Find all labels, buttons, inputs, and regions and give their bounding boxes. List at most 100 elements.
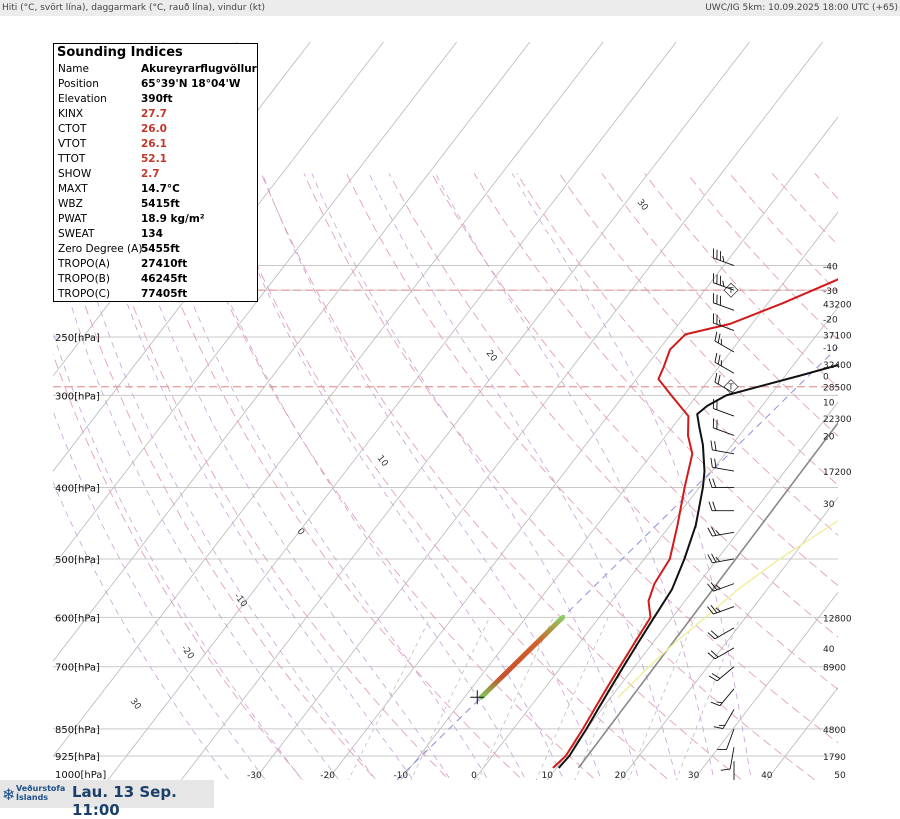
right-scale-label: 32400 [823,361,852,371]
right-scale-label: 8900 [823,664,846,674]
index-row: TROPO(B) 46245ft [54,272,257,287]
right-scale-label: -10 [823,344,838,354]
wind-barb-flag [709,676,717,681]
index-value: 26.1 [141,137,167,152]
right-scale-label: -20 [823,316,838,326]
dry-adiabat [219,173,689,780]
snowflake-icon: ❄ [2,785,15,804]
wind-barb-flag [709,479,712,488]
index-value: 52.1 [141,152,167,167]
temperature-tick-label: 50 [834,771,846,780]
index-row: Zero Degree (A)5455ft [54,242,257,257]
index-value: 390ft [141,92,173,107]
wind-barb-flag [712,674,720,679]
temperature-tick-label: -20 [320,771,335,780]
right-scale-label: 17200 [823,468,852,478]
index-row: SHOW 2.7 [54,167,257,182]
wind-barb [713,418,734,435]
index-value: Akureyrarflugvöllur [141,62,257,77]
wind-barb [708,554,734,563]
wind-barb-flag [715,332,717,341]
wind-barb-flag [723,256,724,262]
index-value: 27.7 [141,107,167,122]
index-key: SHOW [58,167,91,182]
temperature-tick-label: -30 [247,771,262,780]
wind-barb-flag [711,441,712,450]
isotherm-label: -10 [232,592,249,610]
right-scale-label: 40 [823,645,835,655]
index-key: PWAT [58,212,87,227]
right-scale-label: 12800 [823,614,852,624]
index-key: CTOT [58,122,86,137]
wind-barb-flag [716,530,720,534]
right-scale-label: 22300 [823,415,852,425]
chart-lines: TT [53,266,900,781]
index-value: 27410ft [141,257,187,272]
pressure-tick-label: 250[hPa] [55,333,100,344]
isotherm-label: -20 [179,644,196,662]
moist-adiabat [512,173,754,780]
right-scale-label: 37100 [823,331,852,341]
wind-barb-flag [711,702,720,705]
isotherm-line [181,42,749,780]
dry-adiabat [304,173,837,780]
temperature-tick-label: -10 [393,771,408,780]
wind-barb [713,249,734,266]
index-key: Name [58,62,89,77]
isotherm-line [254,42,822,780]
index-key: KINX [58,107,83,122]
isotherm-label: 30 [635,198,650,213]
wind-barb-staff [730,747,734,769]
index-key: WBZ [58,197,83,212]
wind-barb-flag [713,502,716,511]
isotherm-line [328,42,896,780]
index-key: TTOT [58,152,85,167]
moist-adiabat [435,173,717,780]
index-row: PWAT 18.9 kg/m² [54,212,257,227]
wind-barb [709,502,734,511]
index-row: TTOT 52.1 [54,152,257,167]
wind-barb-flag [718,355,720,364]
wind-barb [715,353,734,373]
index-key: TROPO(B) [58,272,110,287]
index-row: TROPO(A)27410ft [54,257,257,272]
dry-adiabat [602,173,900,780]
pressure-tick-label: 925[hPa] [55,752,100,763]
wind-barb-flag [715,441,716,450]
isotherm-label: 10 [375,454,390,469]
index-value: 18.9 kg/m² [141,212,204,227]
temperature-tick-label: 10 [541,771,553,780]
top-bar: Hiti (°C, svört lína), daggarmark (°C, r… [0,0,900,16]
pressure-tick-label: 850[hPa] [55,725,100,736]
index-row: Name Akureyrarflugvöllur [54,62,257,77]
moist-adiabat [312,173,644,780]
wind-barb [715,332,734,352]
index-value: 2.7 [141,167,160,182]
right-scale-label: 43200 [823,300,852,310]
index-value: 46245ft [141,272,187,287]
index-value: 134 [141,227,163,242]
wind-barb [709,667,734,681]
wind-barb-flag [716,608,721,612]
wind-barb [709,479,734,488]
wind-barb [721,747,734,770]
index-value: 5455ft [141,242,180,257]
wind-barb-flag [718,375,720,384]
wind-barb-flag [717,702,723,703]
wind-barb [707,582,734,591]
wind-barb-flag [709,502,712,511]
wind-barb-flag [714,727,723,729]
pressure-tick-label: 600[hPa] [55,613,100,624]
index-row: TROPO(C)77405ft [54,287,257,302]
index-value: 26.0 [141,122,167,137]
index-value: 14.7°C [141,182,180,197]
wind-barb [708,527,734,536]
pressure-tick-label: 500[hPa] [55,555,100,566]
index-key: Position [58,77,99,92]
wind-barb-flag [718,334,720,343]
